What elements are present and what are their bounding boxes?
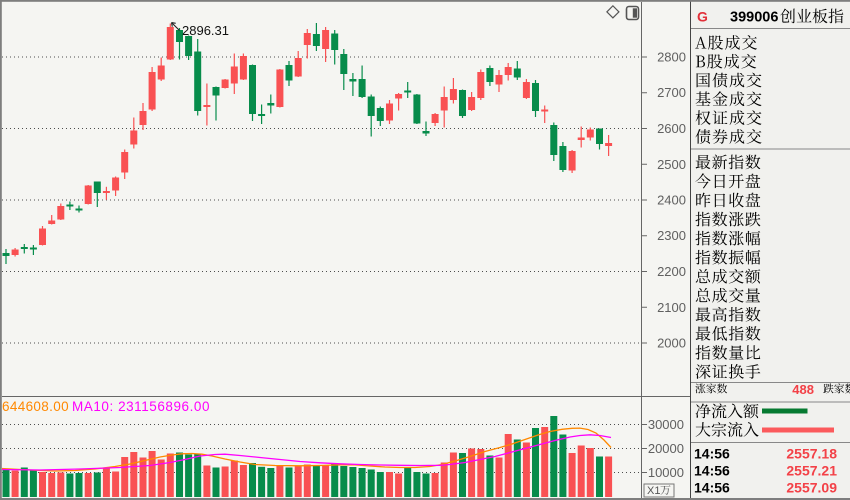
svg-text:2500: 2500 <box>657 157 686 172</box>
svg-text:30000: 30000 <box>648 417 684 432</box>
svg-text:2557.09: 2557.09 <box>786 480 837 496</box>
svg-text:2896.31: 2896.31 <box>182 23 229 38</box>
svg-text:399006: 399006 <box>730 10 778 26</box>
svg-text:2200: 2200 <box>657 264 686 279</box>
svg-text:2800: 2800 <box>657 50 686 65</box>
svg-text:488: 488 <box>792 382 814 397</box>
svg-text:2557.21: 2557.21 <box>786 463 837 479</box>
svg-text:2300: 2300 <box>657 228 686 243</box>
svg-text:644608.00: 644608.00 <box>2 399 69 414</box>
svg-text:2100: 2100 <box>657 300 686 315</box>
svg-text:2600: 2600 <box>657 121 686 136</box>
svg-text:14:56: 14:56 <box>694 480 730 496</box>
svg-text:G: G <box>697 9 708 25</box>
svg-text:14:56: 14:56 <box>694 463 730 479</box>
svg-text:10000: 10000 <box>648 465 684 480</box>
svg-text:X1: X1 <box>647 485 660 497</box>
svg-text:14:56: 14:56 <box>694 446 730 462</box>
svg-text:2557.18: 2557.18 <box>786 446 837 462</box>
svg-text:2700: 2700 <box>657 85 686 100</box>
svg-text:MA10: 231156896.00: MA10: 231156896.00 <box>72 399 210 414</box>
svg-text:20000: 20000 <box>648 441 684 456</box>
svg-text:2000: 2000 <box>657 336 686 351</box>
svg-text:2400: 2400 <box>657 193 686 208</box>
